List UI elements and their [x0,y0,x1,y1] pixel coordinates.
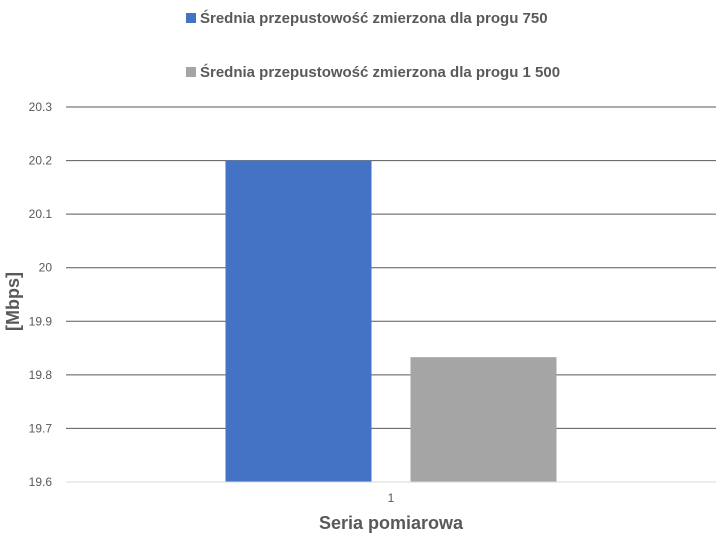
y-axis-tick-label: 19.7 [29,421,53,435]
y-axis-tick-label: 20.2 [29,154,53,168]
y-axis-tick-labels: 19.6 19.7 19.8 19.9 20 20.1 20.2 20.3 [29,100,53,489]
bars [225,160,557,483]
y-axis-title: [Mbps] [3,272,23,331]
y-axis-tick-label: 19.6 [29,475,53,489]
y-axis-tick-label: 19.8 [29,368,53,382]
x-axis-title: Seria pomiarowa [319,513,464,533]
y-axis-tick-label: 19.9 [29,314,53,328]
bar-series-1 [225,160,372,483]
legend-label-series-1: Średnia przepustowość zmierzona dla prog… [200,9,548,27]
x-axis-tick-label: 1 [388,491,395,505]
y-axis-tick-label: 20.3 [29,100,53,114]
y-axis-tick-label: 20.1 [29,207,53,221]
legend-swatch-series-2 [186,67,196,77]
y-axis-tick-label: 20 [39,261,53,275]
legend-label-series-2: Średnia przepustowość zmierzona dla prog… [200,63,560,81]
legend-swatch-series-1 [186,13,196,23]
gridlines [66,106,716,429]
bar-series-2 [410,357,557,482]
legend: Średnia przepustowość zmierzona dla prog… [186,9,560,81]
